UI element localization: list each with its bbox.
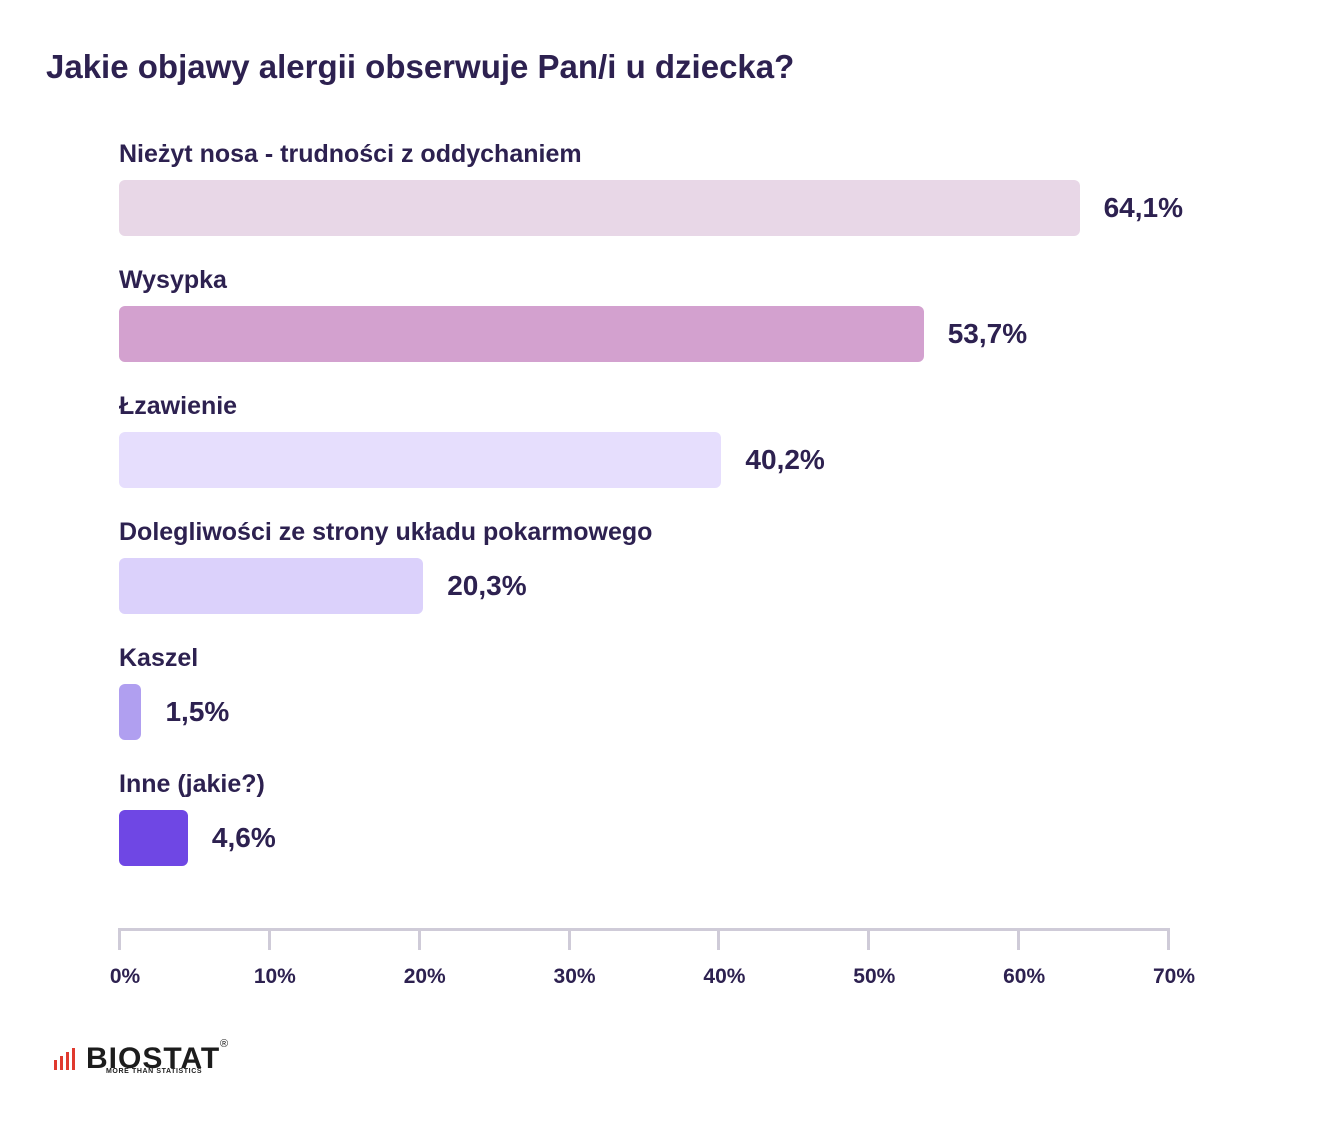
logo-registered-mark: ® — [220, 1038, 229, 1050]
x-tick-label: 70% — [1152, 965, 1196, 988]
category-label: Kaszel — [119, 644, 199, 672]
value-label: 53,7% — [947, 318, 1028, 349]
logo-name: BIOSTAT — [86, 1042, 221, 1075]
x-tick-label: 30% — [553, 965, 596, 988]
x-tick-label: 10% — [253, 965, 296, 988]
value-label: 64,1% — [1103, 192, 1183, 223]
x-axis-tick — [1017, 928, 1021, 950]
chart-title: Jakie objawy alergii obserwuje Pan/i u d… — [46, 48, 795, 85]
x-tick-label: 40% — [703, 965, 746, 988]
x-axis-tick — [717, 928, 721, 950]
x-axis-tick — [118, 928, 121, 950]
x-axis-tick — [1167, 928, 1170, 950]
category-label: Inne (jakie?) — [119, 770, 265, 798]
category-label: Wysypka — [119, 266, 227, 294]
x-tick-label: 60% — [1003, 965, 1046, 988]
logo-bars-icon — [54, 1048, 75, 1070]
bar — [119, 810, 188, 866]
value-label: 4,6% — [211, 822, 276, 853]
bar — [119, 684, 142, 740]
x-axis-tick — [267, 928, 271, 950]
value-label: 1,5% — [165, 696, 230, 727]
value-label: 40,2% — [745, 444, 825, 475]
bar — [119, 558, 424, 614]
category-label: Dolegliwości ze strony układu pokarmoweg… — [119, 518, 653, 546]
x-tick-label: 0% — [109, 965, 141, 988]
value-label: 20,3% — [447, 570, 527, 601]
logo-tagline: MORE THAN STATISTICS — [106, 1068, 203, 1075]
bar — [119, 432, 722, 488]
category-label: Łzawienie — [119, 392, 238, 420]
x-tick-label: 20% — [403, 965, 446, 988]
category-label: Nieżyt nosa - trudności z oddychaniem — [119, 140, 582, 168]
x-tick-label: 50% — [853, 965, 896, 988]
bar — [119, 306, 924, 362]
x-axis-line — [119, 928, 1170, 931]
x-axis-tick — [867, 928, 871, 950]
x-axis-tick — [567, 928, 571, 950]
x-axis-tick — [417, 928, 421, 950]
bar — [119, 180, 1080, 236]
